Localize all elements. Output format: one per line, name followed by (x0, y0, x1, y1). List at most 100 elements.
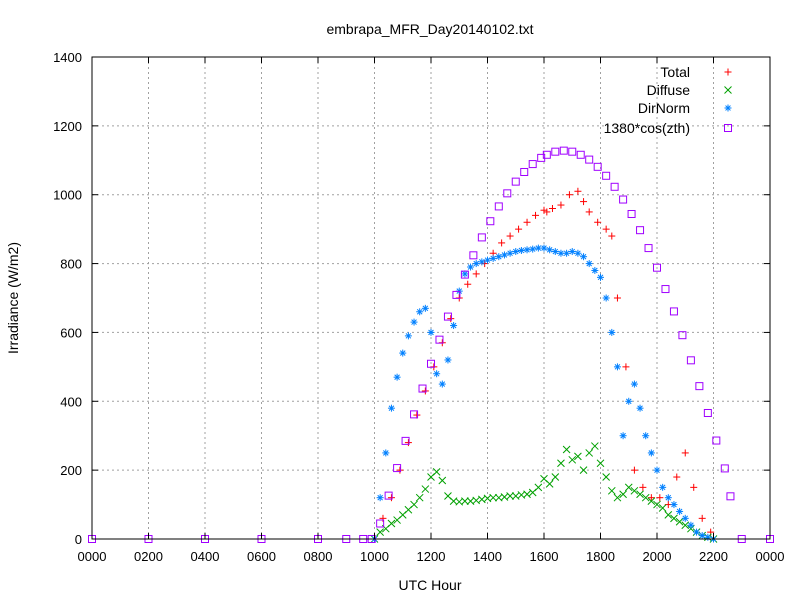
cos-zth-point (686, 356, 695, 365)
series-point-0 (472, 270, 480, 278)
series-point-2 (500, 251, 508, 259)
series-point-1 (613, 493, 622, 502)
x-tick-label: 2200 (699, 549, 728, 564)
series-point-0 (543, 208, 551, 216)
series-point-0 (608, 232, 616, 240)
cos-zth-point (511, 177, 520, 186)
series-point-1 (461, 497, 469, 505)
series-point-2 (630, 380, 638, 388)
series-point-2 (495, 253, 503, 261)
series-point-1 (410, 500, 418, 509)
series-point-2 (591, 266, 599, 274)
x-axis-label: UTC Hour (398, 577, 461, 593)
cos-zth-point (644, 244, 653, 253)
series-point-0 (585, 208, 593, 216)
series-point-0 (602, 225, 610, 233)
legend-marker (724, 124, 732, 132)
cos-zth-point (460, 270, 469, 279)
series-point-0 (673, 473, 681, 481)
series-point-2 (642, 432, 650, 440)
series-point-0 (698, 514, 706, 522)
series-point-0 (404, 439, 412, 447)
cos-zth-point (720, 464, 729, 473)
series-point-1 (489, 493, 498, 502)
cos-zth-point (418, 384, 427, 393)
x-tick-label: 0000 (78, 549, 107, 564)
x-tick-label: 1800 (586, 549, 615, 564)
series-point-0 (580, 198, 588, 206)
cos-zth-point (384, 491, 393, 500)
legend: Total Diffuse DirNorm 1380*cos(zth) (604, 64, 732, 136)
cos-zth-point (568, 147, 577, 156)
series-point-2 (557, 249, 565, 257)
series-point-1 (579, 466, 588, 474)
series-point-2 (478, 258, 486, 266)
series-point-0 (565, 191, 573, 199)
series-point-0 (464, 280, 472, 288)
series-point-2 (613, 363, 621, 371)
y-tick-label: 800 (60, 257, 82, 272)
series-point-1 (681, 521, 690, 530)
series-point-1 (557, 459, 565, 468)
series-point-2 (399, 349, 407, 357)
series-point-2 (421, 304, 429, 312)
series-point-2 (670, 501, 678, 509)
series-point-2 (382, 449, 390, 457)
cos-zth-point (528, 160, 537, 169)
series-point-0 (647, 494, 655, 502)
legend-marker (724, 68, 732, 76)
y-axis-ticks: 0 200 400 600 800 1000 1200 1400 (53, 50, 770, 547)
series-point-2 (387, 404, 395, 412)
y-tick-label: 200 (60, 463, 82, 478)
x-tick-label: 0600 (247, 549, 276, 564)
series-point-2 (416, 308, 424, 316)
series-point-0 (622, 363, 630, 371)
series-point-0 (387, 494, 395, 502)
cos-zth-point (427, 359, 435, 368)
series-point-2 (523, 246, 531, 254)
cos-zth-point (520, 167, 529, 176)
series-point-2 (427, 328, 435, 336)
x-tick-label: 1200 (417, 549, 446, 564)
series-point-2 (676, 507, 684, 515)
cos-zth-point (627, 209, 636, 218)
series-point-1 (551, 473, 560, 481)
series-point-1 (624, 483, 633, 492)
series-point-0 (690, 483, 698, 491)
series-point-2 (484, 256, 491, 264)
series-point-0 (594, 218, 602, 226)
series-point-1 (653, 500, 661, 509)
series-point-2 (687, 521, 695, 529)
series-point-2 (625, 397, 633, 405)
series-point-0 (639, 483, 647, 491)
cos-zth-point (726, 492, 735, 501)
y-tick-label: 1200 (53, 119, 82, 134)
series-point-1 (568, 455, 577, 464)
legend-label: Total (660, 64, 690, 80)
cos-zth-point (703, 408, 712, 417)
series-point-2 (404, 332, 412, 340)
series-point-1 (675, 517, 684, 526)
series-point-2 (376, 494, 384, 502)
series-point-1 (636, 490, 644, 499)
cos-zth-point (661, 285, 670, 294)
cos-zth-point (486, 217, 495, 226)
series-point-1 (574, 452, 582, 461)
series-point-1 (534, 483, 543, 492)
x-tick-label: 1600 (530, 549, 559, 564)
cos-zth-point (443, 312, 452, 321)
series-point-2 (585, 260, 593, 268)
series-point-0 (656, 494, 664, 502)
cos-zth-point (559, 146, 568, 155)
y-tick-label: 600 (60, 325, 82, 340)
cos-zth-point (619, 195, 628, 204)
series-point-2 (546, 246, 554, 254)
series-point-1 (658, 504, 667, 512)
cos-zth-point (636, 226, 645, 235)
series-point-2 (602, 294, 610, 302)
series-point-2 (580, 253, 588, 261)
series-point-1 (619, 490, 627, 499)
series-point-1 (585, 449, 594, 457)
cos-zth-point (610, 182, 619, 191)
